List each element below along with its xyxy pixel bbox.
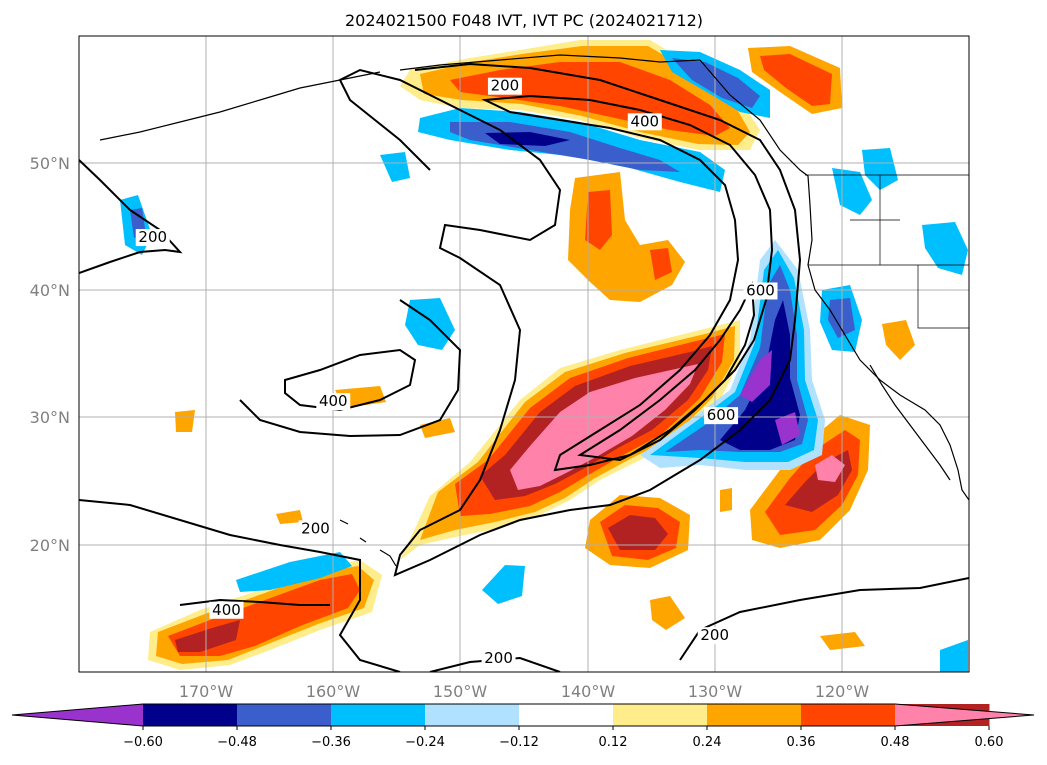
ivt-contour-label-bg [627, 113, 662, 131]
pc-positive-region [420, 418, 455, 438]
lon-tick-label: 140°W [561, 682, 616, 701]
colorbar-tick-label: −0.24 [405, 735, 445, 750]
colorbar-swatch [331, 704, 426, 726]
colorbar-swatch [613, 704, 708, 726]
pc-positive-region [650, 248, 672, 280]
lat-tick-label: 30°N [30, 408, 70, 427]
ivt-contour-label: 600 [707, 406, 736, 424]
ivt-contour-label-bg [135, 229, 170, 247]
colorbar-tick-label: 0.48 [881, 735, 910, 750]
ivt-contour-label: 600 [746, 281, 775, 299]
ivt-contour-label-bg [209, 601, 244, 619]
ivt-contour-label-bg [487, 77, 522, 95]
ivt-contour-label-bg [697, 627, 732, 645]
ivt-contour-label: 200 [138, 228, 167, 246]
pc-positive-region [276, 510, 303, 524]
colorbar-swatch [801, 704, 896, 726]
ivt-contour-400 [481, 94, 774, 472]
graticule [79, 36, 969, 672]
pc-positive-region [720, 488, 732, 512]
ivt-contour-label: 200 [301, 519, 330, 537]
pc-negative-region [380, 152, 410, 182]
colorbar-tick-label: −0.36 [311, 735, 351, 750]
ivt-contour-label: 400 [630, 112, 659, 130]
ivt-contour-200 [338, 62, 802, 577]
map-frame [78, 35, 970, 673]
colorbar-tick-label: −0.12 [499, 735, 539, 750]
ivt-contour-labels: 200 400 200 400 600 600 200 400 200 200 [135, 77, 778, 668]
lat-tick-label: 50°N [30, 154, 70, 173]
ivt-contour-600 [577, 281, 756, 462]
colorbar-swatch [707, 704, 802, 726]
colorbar-swatch [237, 704, 332, 726]
ivt-contour-label: 200 [484, 649, 513, 667]
ivt-contour-label-bg [298, 520, 333, 538]
ivt-contour-label-bg [481, 650, 516, 668]
colorbar-tick-label: 0.12 [599, 735, 628, 750]
lon-tick-label: 160°W [306, 682, 361, 701]
ivt-contour-label: 200 [491, 77, 520, 95]
colorbar-tick-label: 0.24 [693, 735, 722, 750]
coastline-aleutians [99, 71, 381, 141]
lon-tick-label: 170°W [179, 682, 234, 701]
pc-negative-region [482, 565, 525, 604]
pc-positive-region [175, 620, 240, 652]
colorbar-tick-label: −0.48 [217, 735, 257, 750]
coastline-baja [869, 364, 951, 481]
colorbar-tick-label: 0.36 [787, 735, 816, 750]
lat-tick-labels: 50°N 40°N 30°N 20°N [30, 154, 70, 555]
pc-positive-region [608, 515, 668, 550]
pc-negative-region [775, 412, 800, 445]
lat-tick-label: 20°N [30, 536, 70, 555]
pc-positive-region [882, 320, 915, 360]
pc-negative-region [922, 222, 968, 275]
ivt-contour-label-bg [316, 393, 351, 411]
pc-negative-region [862, 148, 898, 190]
lon-tick-label: 150°W [433, 682, 488, 701]
colorbar-swatch [425, 704, 520, 726]
pc-negative-region [236, 552, 352, 592]
coastline-alaska [399, 54, 701, 71]
colorbar-tick-label: −0.60 [123, 735, 163, 750]
lon-tick-label: 130°W [688, 682, 743, 701]
colorbar-tick-label: 0.60 [975, 735, 1004, 750]
state-borders [805, 174, 969, 329]
pc-positive-region [760, 54, 832, 106]
ivt-contour-200 [79, 499, 401, 672]
lat-tick-label: 40°N [30, 281, 70, 300]
pc-positive-region [815, 455, 845, 482]
lon-tick-label: 120°W [815, 682, 870, 701]
pc-negative-region [720, 300, 800, 450]
pc-positive-region [175, 410, 195, 432]
pc-positive-region [585, 190, 612, 250]
pc-negative-region [672, 58, 760, 108]
ivt-contour-label-bg [743, 282, 778, 300]
colorbar-extend-max [895, 704, 1034, 726]
ivt-contour-200 [239, 299, 462, 438]
colorbar-swatch [519, 704, 614, 726]
pc-positive-region [650, 596, 685, 630]
colorbar-swatch [143, 704, 238, 726]
coastline-north-america [699, 59, 969, 501]
lon-tick-labels: 170°W 160°W 150°W 140°W 130°W 120°W [179, 682, 870, 701]
ivt-contour-label-bg [704, 407, 739, 425]
colorbar: −0.60 −0.48 −0.36 −0.24 −0.12 0.12 0.24 0.36 0.4… [11, 703, 1035, 750]
coastlines [99, 54, 969, 567]
ivt-contour-200 [79, 159, 183, 274]
pc-negative-region [740, 350, 772, 402]
ivt-contour-label: 200 [700, 626, 729, 644]
ivt-contour-label: 400 [212, 601, 241, 619]
chart-title: 2024021500 F048 IVT, IVT PC (2024021712) [345, 11, 703, 30]
ivt-contour-400 [179, 598, 330, 606]
ivt-contour-400 [284, 348, 417, 412]
map-panel: 200 400 200 400 600 600 200 400 200 200 [78, 35, 970, 673]
hawaii-islands [339, 519, 397, 567]
pc-negative-region [940, 640, 968, 672]
colorbar-extend-min [12, 704, 143, 726]
ivt-contour-label: 400 [319, 392, 348, 410]
